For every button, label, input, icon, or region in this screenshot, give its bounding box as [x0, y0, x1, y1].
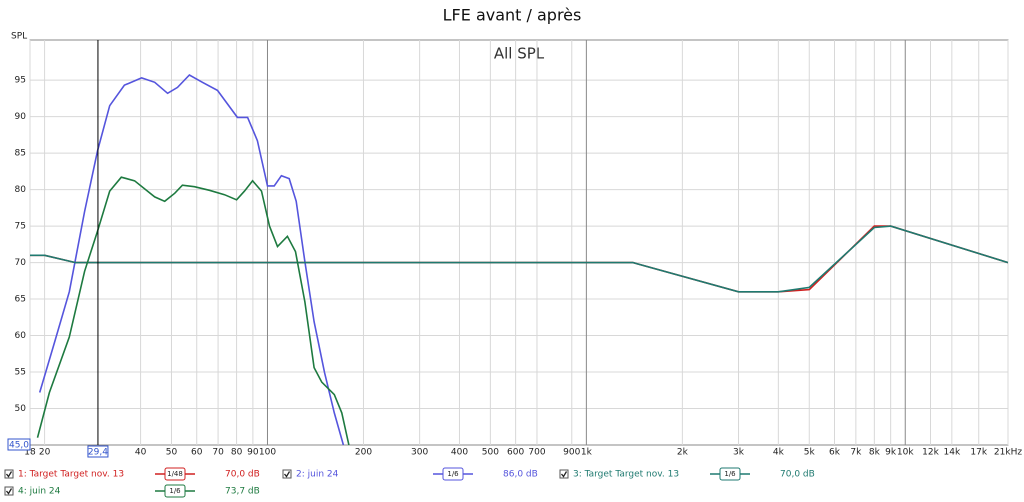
- x-tick-label: 7k: [850, 448, 862, 458]
- x-tick-label: 60: [191, 448, 203, 458]
- series-line: [30, 225, 1008, 293]
- x-tick-label: 900: [563, 448, 580, 458]
- chart-title: LFE avant / après: [443, 6, 582, 25]
- y-tick-label: 50: [15, 404, 27, 414]
- legend-smoothing-box[interactable]: [442, 467, 464, 481]
- x-tick-label: 18: [24, 448, 36, 458]
- legend-check: [5, 488, 13, 495]
- legend-smoothing: 1/6: [724, 470, 736, 478]
- legend-label: 1: Target Target nov. 13: [18, 470, 124, 480]
- legend-smoothing: 1/48: [167, 470, 183, 478]
- x-tick-label: 2k: [677, 448, 689, 458]
- x-tick-label: 80: [231, 448, 243, 458]
- cursor-x-box: [87, 445, 109, 458]
- cursor-x-label: 29,4: [88, 448, 108, 458]
- x-tick-label: 12k: [922, 448, 939, 458]
- x-tick-label: 300: [411, 448, 428, 458]
- y-tick-label: 85: [15, 149, 26, 159]
- legend-smoothing: 1/6: [447, 470, 459, 478]
- x-tick-label: 100: [259, 448, 276, 458]
- plot-label: All SPL: [494, 45, 545, 63]
- legend-value: 70,0 dB: [780, 470, 815, 480]
- legend-label: 4: juin 24: [18, 487, 61, 497]
- legend-checkbox[interactable]: [282, 469, 292, 479]
- legend-smoothing: 1/6: [169, 487, 181, 495]
- legend-checkbox[interactable]: [4, 469, 14, 479]
- series-line: [36, 176, 350, 445]
- x-tick-label: 3k: [733, 448, 745, 458]
- y-tick-label: 60: [15, 331, 27, 341]
- x-tick-label: 14k: [944, 448, 961, 458]
- x-tick-label: 10k: [897, 448, 914, 458]
- x-tick-label: 400: [451, 448, 468, 458]
- cursor-y-label: 45,0: [9, 441, 29, 451]
- legend-value: 70,0 dB: [225, 470, 260, 480]
- y-tick-label: 70: [15, 258, 27, 268]
- x-tick-label: 70: [212, 448, 224, 458]
- legend-smoothing-box[interactable]: [164, 484, 186, 498]
- legend-value: 86,0 dB: [503, 470, 538, 480]
- x-tick-label: 200: [355, 448, 372, 458]
- plot-area: [29, 39, 1009, 446]
- x-tick-label: 8k: [869, 448, 881, 458]
- x-tick-label: 6k: [829, 448, 841, 458]
- legend-check: [5, 471, 13, 478]
- y-tick-label: 65: [15, 295, 26, 305]
- series-line: [38, 73, 345, 445]
- y-tick-label: 55: [15, 368, 26, 378]
- x-tick-label: 50: [166, 448, 178, 458]
- x-tick-label: 90: [247, 448, 259, 458]
- cursor-y-box: [7, 438, 31, 451]
- x-tick-label: 9k: [885, 448, 897, 458]
- legend-checkbox[interactable]: [4, 486, 14, 496]
- legend-check: [283, 471, 291, 478]
- legend-smoothing-box[interactable]: [164, 467, 186, 481]
- x-tick-label: 4k: [773, 448, 785, 458]
- x-tick-label: 500: [482, 448, 499, 458]
- legend-label: 3: Target Target nov. 13: [573, 470, 679, 480]
- y-tick-label: 90: [15, 112, 27, 122]
- legend-checkbox[interactable]: [559, 469, 569, 479]
- y-tick-label: 80: [15, 185, 27, 195]
- x-tick-label: 1k: [581, 448, 593, 458]
- x-tick-label: 20: [39, 448, 51, 458]
- x-tick-label: 600: [507, 448, 524, 458]
- x-tick-label: 5k: [804, 448, 816, 458]
- x-tick-label: 700: [528, 448, 545, 458]
- legend-check: [560, 471, 568, 478]
- x-tick-label: 17k: [970, 448, 987, 458]
- y-axis-label: SPL: [11, 32, 27, 42]
- y-tick-label: 95: [15, 76, 26, 86]
- legend-smoothing-box[interactable]: [719, 467, 741, 481]
- legend-value: 73,7 dB: [225, 487, 260, 497]
- x-tick-label: 40: [135, 448, 147, 458]
- legend-label: 2: juin 24: [296, 470, 339, 480]
- y-tick-label: 75: [15, 222, 26, 232]
- x-tick-label: 21kHz: [994, 448, 1022, 458]
